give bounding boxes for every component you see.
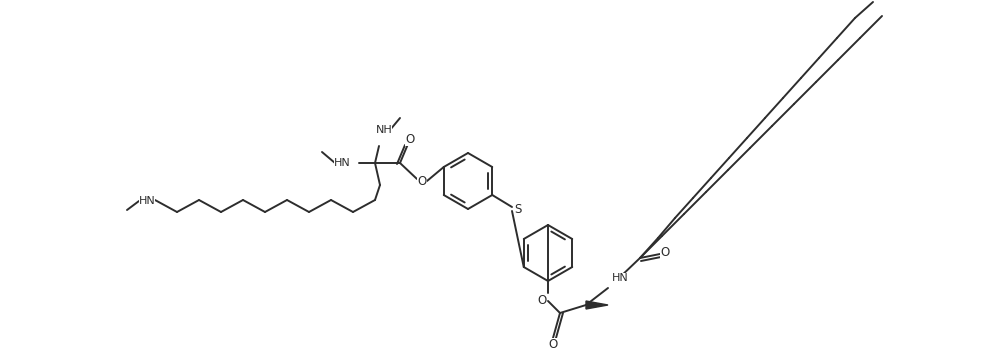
Text: S: S xyxy=(514,202,522,216)
Text: HN: HN xyxy=(612,273,628,283)
Text: O: O xyxy=(661,246,670,260)
Text: NH: NH xyxy=(376,125,393,135)
Text: O: O xyxy=(549,337,558,351)
Text: O: O xyxy=(538,293,547,307)
Text: HN: HN xyxy=(333,158,350,168)
Text: O: O xyxy=(406,132,415,146)
Text: O: O xyxy=(418,175,427,187)
Polygon shape xyxy=(586,301,608,309)
Text: HN: HN xyxy=(139,196,156,206)
